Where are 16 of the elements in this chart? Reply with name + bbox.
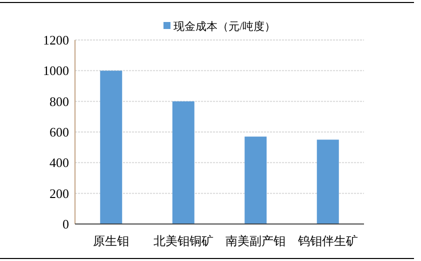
y-tick-label: 400 (50, 155, 69, 170)
x-tick-label: 钨钼伴生矿 (296, 234, 358, 248)
bar (316, 140, 339, 224)
legend-label: 现金成本（元/吨度） (173, 20, 276, 33)
y-tick-label: 0 (62, 216, 69, 232)
y-tick-label: 600 (50, 124, 69, 140)
y-tick-label: 200 (50, 186, 69, 201)
y-tick-label: 800 (50, 94, 69, 109)
bar (244, 136, 267, 224)
bar (172, 101, 194, 224)
y-tick-label: 1200 (43, 32, 69, 48)
bar (100, 70, 122, 224)
y-tick-label: 1000 (43, 63, 69, 78)
x-tick-label: 南美副产钼 (226, 234, 286, 248)
x-tick-label: 北美钼铜矿 (153, 234, 214, 248)
x-tick-label: 原生钼 (93, 234, 130, 248)
